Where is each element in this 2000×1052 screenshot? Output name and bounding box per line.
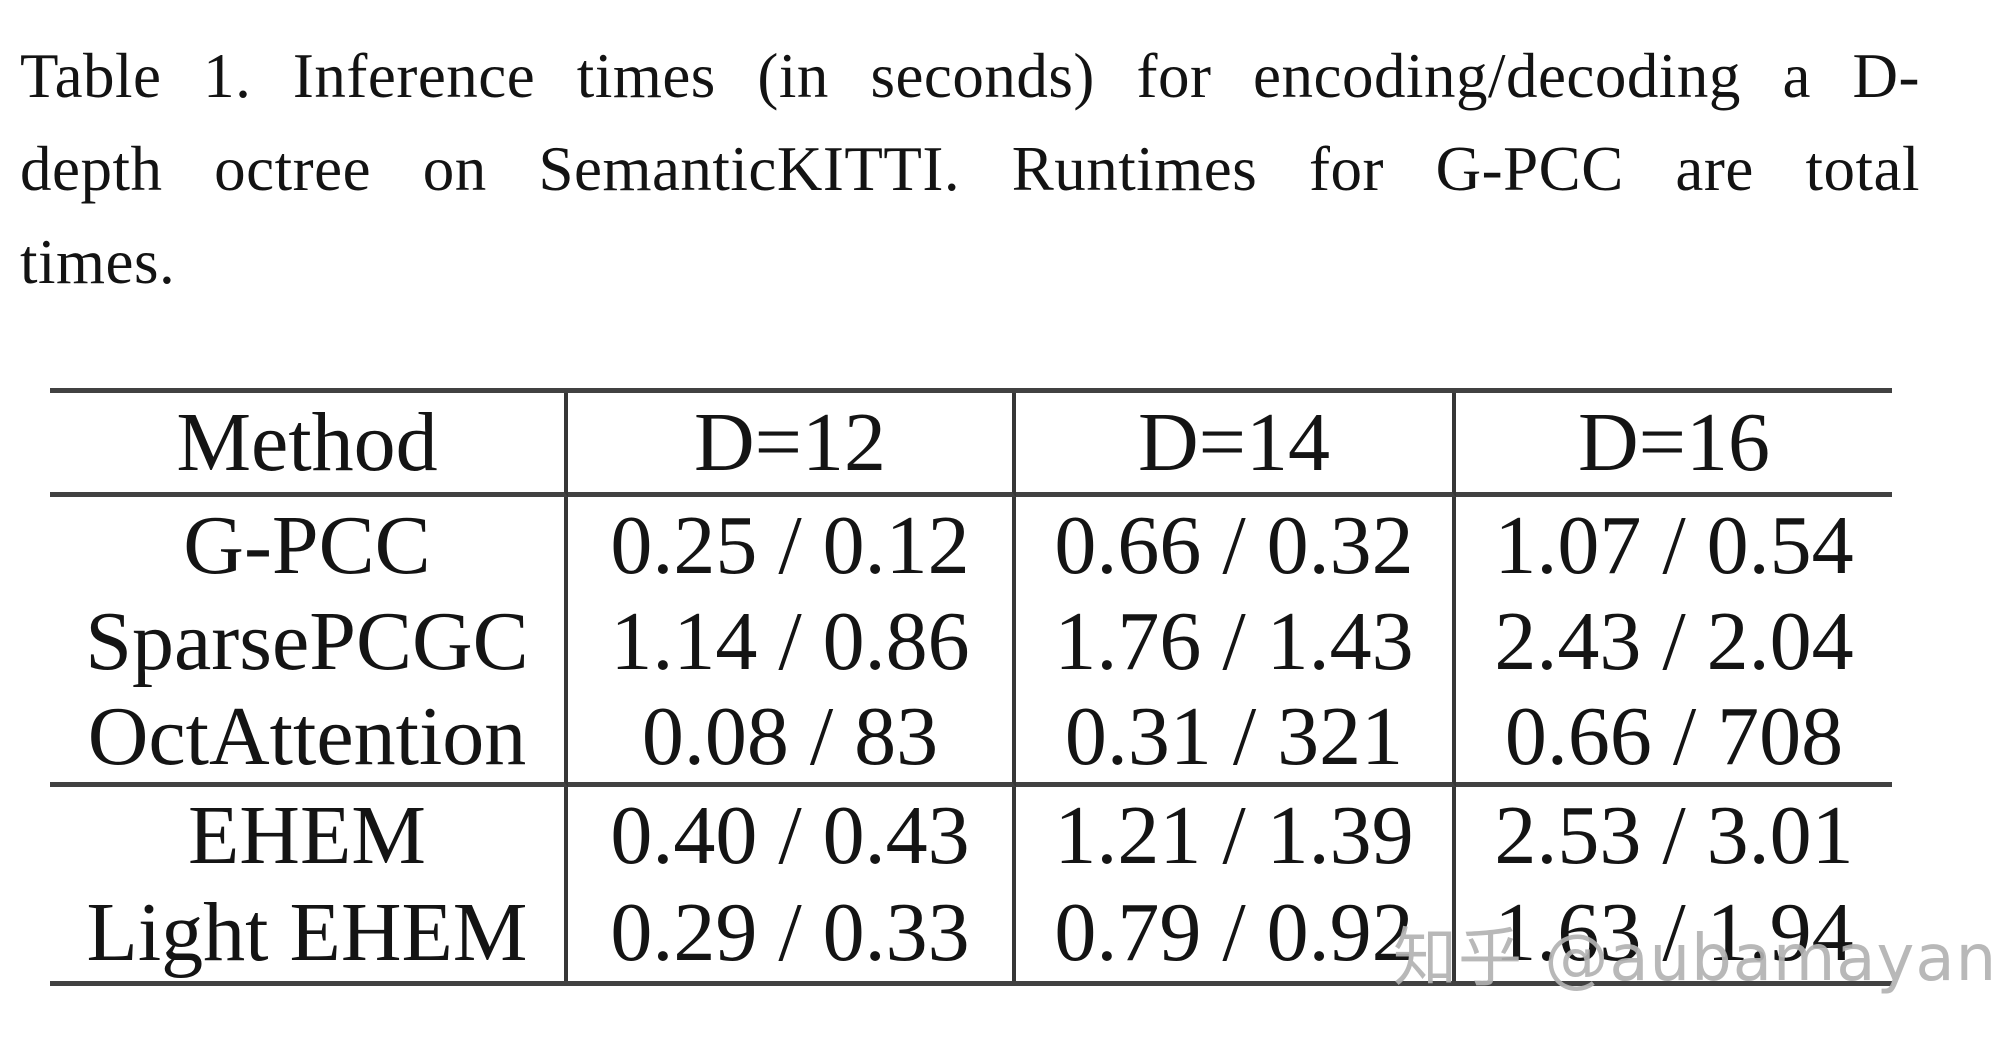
cell-gpcc-method: G-PCC — [50, 497, 568, 593]
cell-ehem-d12: 0.40 / 0.43 — [568, 787, 1016, 884]
zhihu-watermark: 知乎 @aubamayang — [1393, 922, 2000, 996]
header-cell-d12: D=12 — [568, 393, 1016, 497]
cell-octattention-d16: 0.66 / 708 — [1456, 690, 1892, 787]
cell-sparsepcgc-d14: 1.76 / 1.43 — [1016, 593, 1456, 690]
cell-gpcc-d12: 0.25 / 0.12 — [568, 497, 1016, 593]
table-caption: Table 1. Inference times (in seconds) fo… — [20, 30, 1920, 309]
cell-octattention-method: OctAttention — [50, 690, 568, 787]
cell-light-ehem-d14: 0.79 / 0.92 — [1016, 884, 1456, 981]
cell-ehem-d16: 2.53 / 3.01 — [1494, 789, 1854, 882]
caption-line-2: depth octree on SemanticKITTI. Runtimes … — [20, 134, 1920, 204]
cell-light-ehem-d16: 1.63 / 1.94 — [1494, 886, 1854, 979]
cell-ehem-method: EHEM — [50, 787, 568, 884]
cell-gpcc-d14: 0.66 / 0.32 — [1016, 497, 1456, 593]
cell-sparsepcgc-d16: 2.43 / 2.04 — [1494, 595, 1854, 688]
caption-line-3: times. — [20, 227, 176, 297]
cell-light-ehem-d12: 0.29 / 0.33 — [568, 884, 1016, 981]
cell-sparsepcgc-d12: 1.14 / 0.86 — [568, 593, 1016, 690]
cell-octattention-d12: 0.08 / 83 — [568, 690, 1016, 787]
cell-sparsepcgc-method: SparsePCGC — [50, 593, 568, 690]
cell-gpcc-d16: 1.07 / 0.54 — [1494, 498, 1854, 592]
cell-octattention-d14: 0.31 / 321 — [1016, 690, 1456, 787]
inference-times-table: Method D=12 D=14 D=16 G-PCC 0.25 / 0.12 … — [50, 388, 1892, 986]
header-cell-method: Method — [50, 393, 568, 497]
cell-ehem-d14: 1.21 / 1.39 — [1016, 787, 1456, 884]
header-cell-d16: D=16 — [1456, 393, 1892, 497]
cell-light-ehem-method: Light EHEM — [50, 884, 568, 981]
header-cell-d14: D=14 — [1016, 393, 1456, 497]
caption-line-1: Table 1. Inference times (in seconds) fo… — [20, 41, 1920, 111]
